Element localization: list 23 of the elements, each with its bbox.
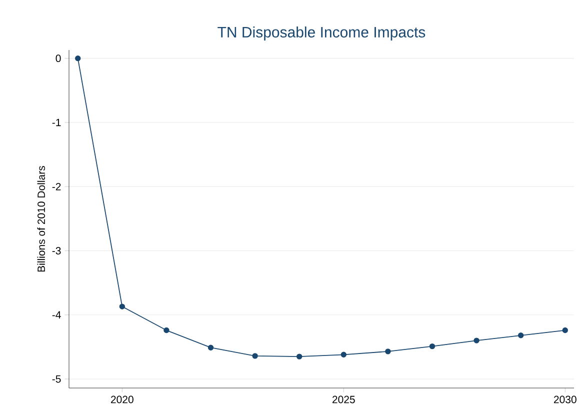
- point: [75, 55, 81, 62]
- point: [296, 354, 302, 360]
- point: [252, 353, 258, 359]
- point: [119, 304, 126, 310]
- point: [562, 327, 568, 334]
- x-tick-label: 2020: [111, 396, 134, 404]
- point: [474, 338, 480, 344]
- y-tick-label: -1: [52, 118, 61, 126]
- point: [208, 344, 214, 350]
- chart-title: TN Disposable Income Impacts: [218, 26, 426, 40]
- point: [518, 332, 524, 338]
- point: [385, 348, 391, 354]
- x-tick-label: 2025: [332, 396, 355, 404]
- y-tick-label: -5: [52, 375, 61, 383]
- point: [429, 343, 436, 350]
- y-tick-label: -3: [52, 247, 61, 254]
- x-tick-label: 2030: [554, 396, 576, 404]
- point: [164, 327, 170, 334]
- y-tick-label: 0: [56, 54, 61, 62]
- point: [340, 352, 346, 358]
- y-axis-title: Billions of 2010 Dollars: [37, 166, 46, 272]
- y-tick-label: -2: [52, 182, 61, 190]
- y-tick-label: -4: [52, 311, 61, 318]
